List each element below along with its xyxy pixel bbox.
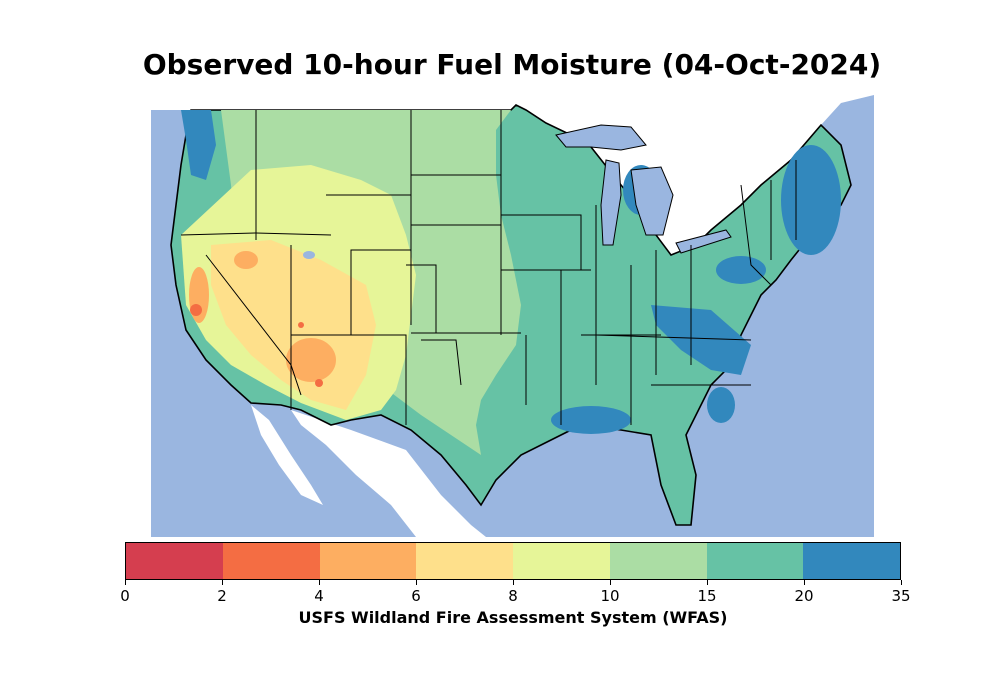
colorbar-tick-mark xyxy=(318,580,320,585)
moisture-2-4-patch xyxy=(298,322,304,328)
lake-superior xyxy=(555,124,647,151)
lake-michigan xyxy=(600,159,622,246)
colorbar-segment xyxy=(126,543,223,579)
map-title: Observed 10-hour Fuel Moisture (04-Oct-2… xyxy=(142,48,882,81)
colorbar-tick-mark xyxy=(706,580,708,585)
colorbar-tick-label: 6 xyxy=(411,587,421,605)
baja-land xyxy=(251,405,323,505)
colorbar-segment xyxy=(222,543,320,579)
moisture-20-35-zone xyxy=(781,145,841,255)
canada-land xyxy=(151,85,874,255)
moisture-20-35-zone xyxy=(716,256,766,284)
colorbar-tick-mark xyxy=(415,580,417,585)
moisture-20-35-zone xyxy=(651,305,751,375)
great-salt-lake xyxy=(303,251,315,259)
fuel-moisture-map xyxy=(151,85,874,537)
colorbar-segment xyxy=(706,543,804,579)
colorbar-tick-label: 15 xyxy=(697,587,717,605)
colorbar-label: USFS Wildland Fire Assessment System (WF… xyxy=(298,608,728,627)
colorbar-segment xyxy=(803,543,900,579)
colorbar-tick-mark xyxy=(803,580,805,585)
colorbar-tick-mark xyxy=(512,580,514,585)
colorbar-segment xyxy=(416,543,513,579)
moisture-2-4-patch xyxy=(315,379,323,387)
colorbar-segment xyxy=(319,543,417,579)
moisture-6-8-zone xyxy=(211,240,376,410)
moisture-20-35-zone xyxy=(551,406,631,434)
moisture-4-6-patch xyxy=(286,338,336,382)
colorbar-tick-label: 35 xyxy=(891,587,911,605)
lake-erie xyxy=(675,229,732,254)
lake-huron xyxy=(630,166,674,236)
colorbar-tick-label: 4 xyxy=(314,587,324,605)
colorbar xyxy=(125,542,901,580)
moisture-4-6-patch xyxy=(234,251,258,269)
moisture-2-4-patch xyxy=(190,304,202,316)
state-borders xyxy=(180,110,797,425)
map-frame xyxy=(151,85,874,537)
colorbar-tick-label: 2 xyxy=(217,587,227,605)
colorbar-tick-label: 20 xyxy=(794,587,814,605)
colorbar-tick-label: 10 xyxy=(600,587,620,605)
moisture-20-35-zone xyxy=(181,110,216,180)
colorbar-tick-mark xyxy=(900,580,902,585)
colorbar-ticks: 0 2 4 6 8 10 15 20 35 xyxy=(120,580,911,610)
colorbar-tick-mark xyxy=(124,580,126,585)
moisture-20-35-zone xyxy=(707,387,735,423)
colorbar-tick-label: 0 xyxy=(120,587,130,605)
mexico-land xyxy=(291,410,486,537)
colorbar-segment xyxy=(609,543,707,579)
colorbar-segment xyxy=(513,543,610,579)
colorbar-tick-mark xyxy=(609,580,611,585)
colorbar-tick-mark xyxy=(221,580,223,585)
colorbar-tick-label: 8 xyxy=(508,587,518,605)
